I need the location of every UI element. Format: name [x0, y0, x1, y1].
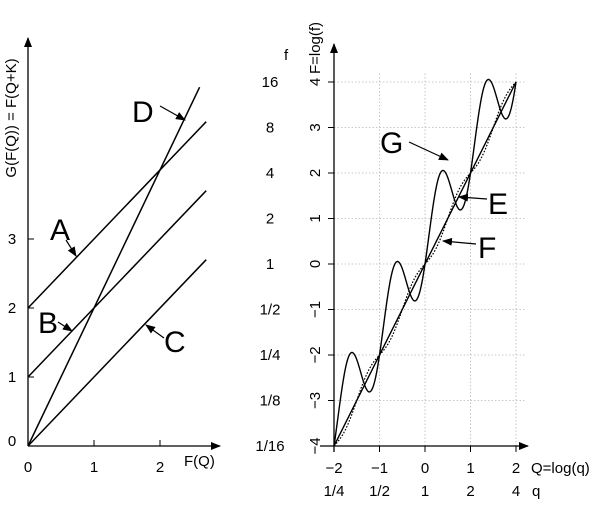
left-y-tick-label: 2: [8, 300, 16, 317]
series-line-B: [27, 190, 207, 378]
right-y-axis-label: F=log(f): [307, 22, 324, 74]
left-y-axis-label: G(F(Q)) = F(Q+K): [3, 58, 20, 177]
annotation-E-arrow: [458, 193, 488, 202]
annotation-G: G: [380, 127, 403, 160]
annotation-B-arrow: [57, 321, 73, 332]
right-chart: −2 1/4 −1 1/2 0 1 1 2 2 4 −4 1/16 −3 1/8 −2 1/4 −1 1/2 0 1…: [255, 22, 589, 500]
series-line-A: [27, 121, 207, 309]
right-x-tick-label: −2: [325, 460, 342, 477]
annotation-E: E: [488, 188, 508, 221]
right-y-secondary-label: f: [284, 47, 289, 64]
right-y-tick-label: 4: [307, 78, 324, 86]
right-y-tick-label: −3: [307, 392, 324, 409]
annotation-D: D: [132, 96, 154, 129]
left-x-axis-label: F(Q): [184, 453, 215, 470]
right-x-secondary-tick-label: 1/2: [369, 483, 390, 500]
right-x-secondary-tick-label: 1: [421, 483, 429, 500]
annotation-F-arrow: [442, 237, 477, 246]
annotation-A: A: [50, 214, 70, 247]
right-y-tick-label: 0: [307, 260, 324, 268]
annotation-C: C: [164, 326, 186, 359]
series-line-C: [27, 259, 207, 447]
right-y-secondary-tick-label: 4: [266, 165, 274, 182]
left-x-tick-label: 0: [24, 459, 32, 476]
left-y-tick-label: 1: [8, 369, 16, 386]
right-y-secondary-tick-label: 1/8: [260, 393, 281, 410]
right-y-secondary-tick-label: 1: [266, 256, 274, 273]
right-x-secondary-tick-label: 1/4: [324, 483, 345, 500]
right-x-tick-label: −1: [371, 460, 388, 477]
right-x-tick-label: 2: [512, 460, 520, 477]
right-y-tick-label: −2: [307, 346, 324, 363]
right-y-tick-label: −1: [307, 301, 324, 318]
left-y-tick-label: 3: [8, 231, 16, 248]
annotation-B: B: [38, 307, 58, 340]
series-line-D: [27, 86, 201, 447]
right-y-tick-label: 3: [307, 123, 324, 131]
right-y-secondary-tick-label: 8: [266, 120, 274, 137]
left-y-tick-label: 0: [8, 433, 16, 450]
annotation-F: F: [478, 232, 496, 265]
right-x-secondary-label: q: [532, 483, 540, 500]
annotation-C-arrow: [145, 324, 165, 339]
annotation-D-arrow: [159, 105, 186, 121]
right-y-secondary-tick-label: 1/4: [260, 347, 281, 364]
left-x-tick-label: 2: [156, 459, 164, 476]
annotation-A-arrow: [65, 239, 77, 257]
right-x-secondary-tick-label: 4: [512, 483, 520, 500]
left-chart: 0 1 2 0 1 2 3 F(Q) G(F(Q)) = F(Q+K) A B C D: [3, 37, 221, 476]
right-y-secondary-tick-label: 16: [262, 74, 279, 91]
right-x-secondary-tick-label: 2: [466, 483, 474, 500]
right-y-secondary-tick-label: 2: [266, 211, 274, 228]
right-y-tick-label: 2: [307, 169, 324, 177]
right-y-secondary-tick-label: 1/2: [260, 302, 281, 319]
right-y-secondary-tick-label: 1/16: [255, 438, 284, 455]
right-y-tick-label: −4: [307, 437, 324, 454]
right-x-axis-label: Q=log(q): [531, 460, 590, 477]
series-curve-G: [333, 78, 517, 447]
right-x-tick-label: 1: [466, 460, 474, 477]
left-x-tick-label: 1: [90, 459, 98, 476]
annotation-G-arrow: [408, 141, 449, 161]
right-x-tick-label: 0: [421, 460, 429, 477]
right-y-tick-label: 1: [307, 214, 324, 222]
